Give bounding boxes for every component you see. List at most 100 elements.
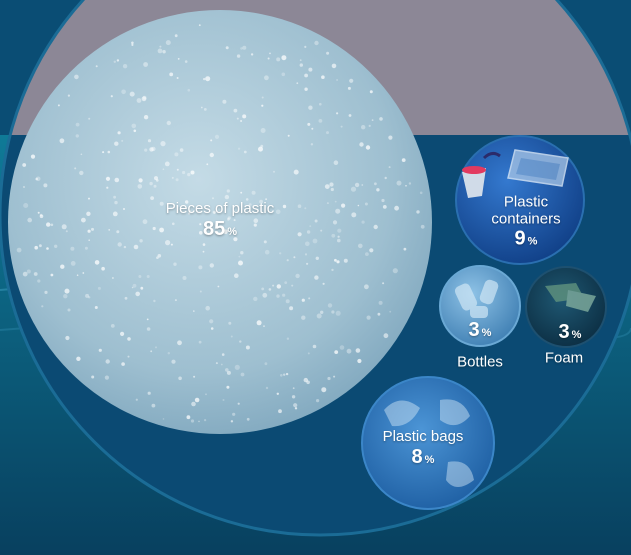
plastic-speck [221,353,225,356]
plastic-speck [87,229,91,233]
bags-value: 8 [411,445,423,468]
plastic-speck [104,375,109,380]
plastic-speck [336,260,340,264]
plastic-speck [240,251,244,255]
plastic-speck [147,139,152,143]
plastic-speck [131,286,134,289]
plastic-speck [159,45,162,48]
plastic-speck [253,223,257,227]
plastic-speck [233,237,238,242]
plastic-speck [347,86,351,90]
plastic-speck [361,220,365,224]
plastic-speck [262,292,268,298]
plastic-speck [46,247,49,250]
plastic-speck [245,345,250,350]
plastic-speck [16,247,22,253]
plastic-speck [204,419,207,422]
plastic-speck [131,41,134,45]
plastic-speck [95,65,98,68]
plastic-speck [232,412,236,416]
foam-shapes [545,283,596,312]
plastic-speck [210,327,214,330]
plastic-speck [166,120,171,126]
plastic-speck [224,194,230,200]
plastic-speck [142,95,147,100]
plastic-speck [116,59,120,62]
plastic-speck [171,176,174,179]
plastic-speck [143,115,149,120]
plastic-speck [106,186,109,189]
plastic-speck [382,205,387,209]
plastic-speck [210,139,213,142]
plastic-speck [327,303,333,308]
plastic-speck [333,375,336,378]
plastic-speck [23,186,25,188]
plastic-speck [167,352,170,355]
plastic-speck [91,375,95,379]
plastic-speck [124,296,128,300]
pieces-unit: % [227,225,238,238]
plastic-speck [289,306,294,311]
plastic-speck [217,285,220,288]
plastic-speck [378,300,383,305]
plastic-speck [127,355,130,358]
plastic-speck [155,346,157,349]
plastic-speck [286,337,290,340]
plastic-speck [354,182,360,188]
plastic-speck [226,385,230,389]
plastic-speck [293,403,298,408]
plastic-speck [238,260,243,266]
plastic-speck [188,209,192,213]
plastic-speck [39,214,44,219]
plastic-speck [228,321,232,325]
plastic-speck [98,348,102,352]
plastic-speck [67,308,71,312]
plastic-speck [236,54,241,58]
bottles-label: 3% [469,319,492,341]
plastic-speck [150,196,155,201]
plastic-speck [150,350,153,353]
plastic-speck [381,198,385,203]
plastic-speck [261,104,264,107]
plastic-speck [324,184,330,190]
plastic-speck [138,275,142,278]
plastic-speck [149,181,153,186]
plastic-speck [383,333,389,339]
plastic-speck [70,261,76,266]
plastic-speck [304,207,307,210]
plastic-speck [263,325,265,327]
plastic-speck [333,160,339,165]
plastic-speck [63,294,68,299]
plastic-speck [131,43,134,47]
plastic-speck [27,217,32,223]
plastic-speck [242,45,247,50]
plastic-speck [110,324,115,328]
plastic-speck [403,247,407,251]
plastic-speck [37,211,40,214]
plastic-speck [105,176,111,181]
plastic-speck [307,352,310,355]
plastic-speck [156,256,159,260]
plastic-speck [173,262,177,266]
plastic-speck [315,256,319,260]
foam-unit: % [571,329,582,341]
plastic-speck [193,375,196,378]
plastic-speck [26,269,31,274]
plastic-speck [209,206,211,208]
plastic-speck [350,186,357,192]
plastic-speck [396,180,402,186]
plastic-speck [147,391,151,395]
plastic-speck [120,331,125,336]
bags-label: Plastic bags 8% [383,428,464,468]
plastic-speck [335,208,341,214]
plastic-speck [205,393,207,396]
plastic-speck [261,96,264,99]
plastic-speck [253,218,259,223]
plastic-speck [253,296,258,302]
plastic-speck [137,184,143,189]
plastic-speck [364,284,369,290]
plastic-speck [114,141,119,146]
plastic-speck [74,74,79,80]
plastic-speck [123,245,127,249]
containers-value: 9 [514,227,526,250]
